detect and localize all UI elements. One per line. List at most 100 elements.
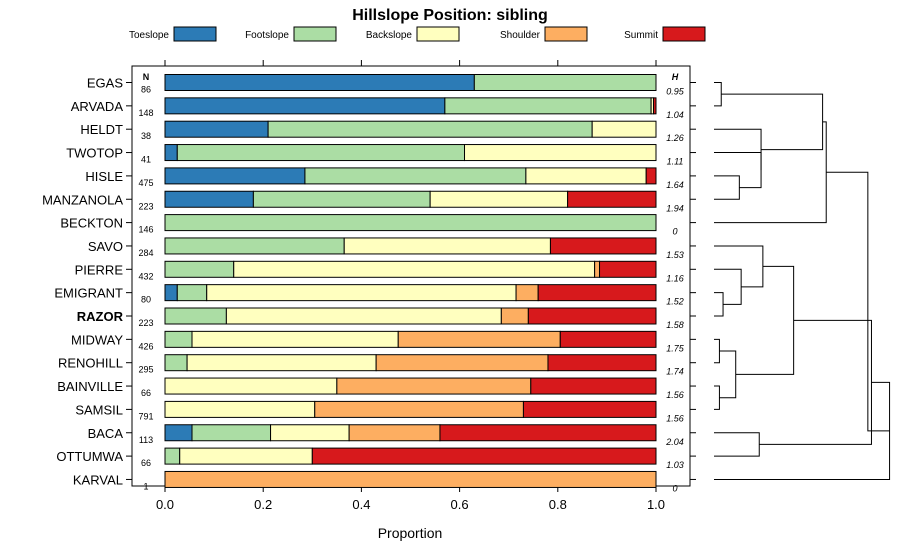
bar-segment-arvada-footslope [444, 97, 652, 115]
bar-segment-samsil-backslope [164, 400, 316, 418]
legend-swatch-summit [662, 26, 706, 42]
bar-segment-renohill-shoulder [375, 354, 549, 372]
bar-segment-manzanola-toeslope [164, 190, 254, 208]
h-header: H [672, 72, 679, 82]
legend-label-summit: Summit [624, 30, 658, 41]
n-value-heldt: 38 [141, 131, 151, 141]
bar-segment-heldt-footslope [267, 120, 593, 138]
x-tick-label: 0.8 [549, 497, 567, 512]
bar-segment-karval-shoulder [164, 470, 657, 488]
h-value-arvada: 1.04 [666, 110, 684, 120]
n-value-bainville: 66 [141, 388, 151, 398]
bar-segment-bainville-backslope [164, 377, 338, 395]
category-label-heldt: HELDT [80, 122, 123, 137]
n-value-razor: 223 [138, 318, 153, 328]
dendrogram-branch [714, 82, 722, 107]
legend-label-footslope: Footslope [245, 30, 289, 41]
bar-segment-razor-footslope [164, 307, 227, 325]
dendrogram-branch [759, 319, 872, 445]
bar-segment-savo-footslope [164, 237, 345, 255]
bar-segment-savo-summit [549, 237, 657, 255]
bar-segment-manzanola-footslope [252, 190, 431, 208]
bar-segment-midway-footslope [164, 330, 193, 348]
n-value-baca: 113 [139, 435, 153, 445]
category-label-twotop: TWOTOP [66, 146, 123, 161]
legend-swatch-toeslope [173, 26, 217, 42]
n-value-renohill: 295 [138, 365, 153, 375]
h-value-savo: 1.53 [666, 250, 684, 260]
n-value-hisle: 475 [138, 178, 153, 188]
dendrogram-branch [714, 152, 762, 189]
legend-swatch-footslope [293, 26, 337, 42]
h-value-samsil: 1.56 [666, 413, 684, 423]
bar-segment-manzanola-summit [567, 190, 657, 208]
h-value-manzanola: 1.94 [666, 203, 684, 213]
bar-segment-twotop-backslope [464, 144, 657, 162]
bar-segment-hisle-footslope [304, 167, 527, 185]
category-label-egas: EGAS [87, 76, 123, 91]
n-value-arvada: 148 [138, 108, 153, 118]
bar-segment-hisle-backslope [525, 167, 647, 185]
n-value-emigrant: 80 [141, 295, 151, 305]
bar-segment-emigrant-backslope [206, 284, 517, 302]
dendrogram-branch [714, 381, 891, 480]
bar-segment-pierre-backslope [233, 260, 596, 278]
bar-segment-ottumwa-summit [311, 447, 657, 465]
x-tick-label: 0.6 [451, 497, 469, 512]
bar-segment-samsil-shoulder [314, 400, 524, 418]
dendrogram-branch [735, 265, 795, 375]
bar-segment-renohill-backslope [186, 354, 377, 372]
h-value-heldt: 1.26 [666, 133, 684, 143]
n-header: N [143, 72, 150, 82]
n-value-beckton: 146 [138, 225, 153, 235]
x-axis-label: Proportion [378, 525, 443, 541]
bar-segment-baca-shoulder [348, 424, 441, 442]
category-label-savo: SAVO [88, 239, 123, 254]
dendrogram-branch [714, 268, 742, 305]
h-value-karval: 0 [672, 483, 677, 493]
bar-segment-egas-footslope [473, 74, 657, 91]
h-value-razor: 1.58 [666, 320, 684, 330]
dendrogram-branch [714, 338, 720, 364]
bar-segment-pierre-footslope [164, 260, 235, 278]
bar-segment-baca-summit [439, 424, 657, 442]
h-value-ottumwa: 1.03 [666, 460, 684, 470]
category-label-razor: RAZOR [77, 309, 124, 324]
x-tick-label: 1.0 [647, 497, 665, 512]
bar-segment-midway-shoulder [397, 330, 561, 348]
category-label-bainville: BAINVILLE [57, 379, 123, 394]
h-value-bainville: 1.56 [666, 390, 684, 400]
category-label-ottumwa: OTTUMWA [56, 449, 123, 464]
bar-segment-pierre-summit [599, 260, 657, 278]
bar-segment-beckton-footslope [164, 214, 657, 232]
category-label-manzanola: MANZANOLA [42, 192, 123, 207]
h-value-pierre: 1.16 [666, 273, 684, 283]
legend-swatch-shoulder [544, 26, 588, 42]
category-label-arvada: ARVADA [71, 99, 124, 114]
bar-segment-baca-backslope [270, 424, 350, 442]
category-label-hisle: HISLE [85, 169, 123, 184]
legend-swatch-backslope [416, 26, 460, 42]
bar-segment-baca-footslope [191, 424, 272, 442]
bar-segment-egas-toeslope [164, 74, 475, 91]
bar-segment-emigrant-footslope [176, 284, 208, 302]
bar-segment-razor-summit [527, 307, 657, 325]
n-value-midway: 426 [138, 341, 153, 351]
bar-segment-baca-toeslope [164, 424, 193, 442]
dendrogram-branch [714, 128, 762, 171]
bar-segment-ottumwa-backslope [179, 447, 313, 465]
h-value-baca: 2.04 [665, 437, 684, 447]
bar-segment-arvada-summit [653, 97, 657, 115]
bar-segment-hisle-toeslope [164, 167, 306, 185]
category-label-midway: MIDWAY [71, 332, 123, 347]
category-label-samsil: SAMSIL [75, 402, 123, 417]
bar-segment-samsil-summit [522, 400, 657, 418]
category-label-pierre: PIERRE [75, 262, 124, 277]
dendrogram-branch [714, 432, 760, 457]
n-value-pierre: 432 [138, 271, 153, 281]
dendrogram-branch [719, 350, 737, 399]
x-tick-label: 0.0 [156, 497, 174, 512]
legend-label-toeslope: Toeslope [129, 30, 169, 41]
dendrogram-branch [714, 385, 720, 410]
